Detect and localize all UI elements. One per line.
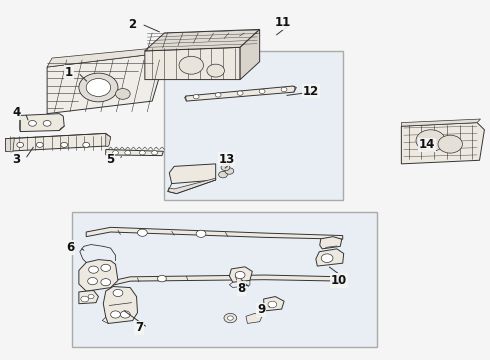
Circle shape <box>138 229 147 236</box>
Circle shape <box>268 301 277 308</box>
Circle shape <box>207 64 224 77</box>
Circle shape <box>125 150 131 155</box>
Polygon shape <box>145 30 260 51</box>
Polygon shape <box>316 249 343 266</box>
Polygon shape <box>240 30 260 80</box>
Circle shape <box>86 78 111 96</box>
Polygon shape <box>320 237 342 249</box>
Text: 10: 10 <box>331 274 347 287</box>
Text: 3: 3 <box>12 153 21 166</box>
Polygon shape <box>47 47 162 67</box>
Circle shape <box>88 294 94 299</box>
Circle shape <box>237 91 243 95</box>
Polygon shape <box>106 275 343 287</box>
Polygon shape <box>145 47 240 80</box>
Polygon shape <box>401 119 481 126</box>
Circle shape <box>43 121 51 126</box>
Polygon shape <box>246 314 262 323</box>
Circle shape <box>193 95 199 99</box>
Circle shape <box>79 73 118 102</box>
Circle shape <box>219 171 227 178</box>
Circle shape <box>416 130 445 151</box>
Polygon shape <box>169 164 216 184</box>
Circle shape <box>81 296 89 302</box>
Circle shape <box>225 168 234 174</box>
Text: 14: 14 <box>419 138 436 151</box>
Polygon shape <box>229 267 252 282</box>
Circle shape <box>179 56 203 74</box>
Circle shape <box>89 266 98 273</box>
Polygon shape <box>103 287 138 323</box>
Polygon shape <box>47 54 164 114</box>
Polygon shape <box>79 291 98 304</box>
Text: 12: 12 <box>303 85 319 98</box>
Circle shape <box>196 230 206 237</box>
Circle shape <box>113 150 119 155</box>
Text: 4: 4 <box>12 106 21 119</box>
Circle shape <box>224 314 237 323</box>
Polygon shape <box>79 260 118 291</box>
Polygon shape <box>168 178 216 194</box>
Text: 7: 7 <box>135 321 143 334</box>
Circle shape <box>259 89 265 94</box>
Circle shape <box>140 150 146 155</box>
Circle shape <box>321 254 333 262</box>
Circle shape <box>281 87 287 92</box>
Circle shape <box>83 142 90 147</box>
Bar <box>164 51 343 200</box>
Polygon shape <box>106 149 163 156</box>
Text: 1: 1 <box>65 66 73 79</box>
Circle shape <box>17 142 24 147</box>
Text: 8: 8 <box>238 282 245 295</box>
Polygon shape <box>401 123 485 164</box>
Circle shape <box>61 142 68 147</box>
Circle shape <box>215 93 221 97</box>
Circle shape <box>111 311 121 318</box>
Polygon shape <box>185 86 296 101</box>
Text: 9: 9 <box>257 303 265 316</box>
Text: 6: 6 <box>67 241 74 254</box>
Circle shape <box>36 142 43 147</box>
Circle shape <box>158 275 166 282</box>
Text: 5: 5 <box>106 153 115 166</box>
Polygon shape <box>20 114 64 132</box>
Circle shape <box>438 135 463 153</box>
Bar <box>72 212 377 347</box>
Polygon shape <box>86 227 343 239</box>
Circle shape <box>101 264 111 271</box>
Circle shape <box>101 279 111 286</box>
Text: 2: 2 <box>128 18 137 31</box>
Circle shape <box>28 121 36 126</box>
Text: 13: 13 <box>219 153 235 166</box>
Polygon shape <box>106 134 111 146</box>
Text: 11: 11 <box>275 17 291 30</box>
Circle shape <box>116 89 130 99</box>
Polygon shape <box>5 134 111 151</box>
Circle shape <box>221 164 230 171</box>
Circle shape <box>152 150 158 155</box>
Circle shape <box>121 311 130 318</box>
Polygon shape <box>264 297 284 311</box>
Circle shape <box>235 271 245 279</box>
Circle shape <box>227 316 233 320</box>
Circle shape <box>88 278 98 285</box>
Polygon shape <box>5 138 14 152</box>
Circle shape <box>113 289 123 297</box>
